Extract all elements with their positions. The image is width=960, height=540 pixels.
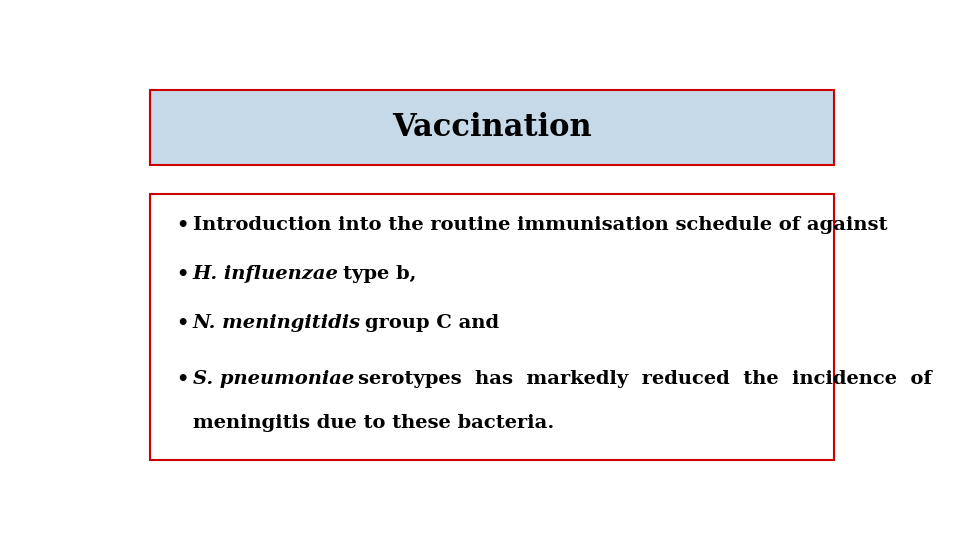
Text: Introduction into the routine immunisation schedule of against: Introduction into the routine immunisati… <box>193 216 887 234</box>
Text: •: • <box>176 216 188 234</box>
Text: •: • <box>176 265 188 282</box>
Text: meningitis due to these bacteria.: meningitis due to these bacteria. <box>193 414 554 432</box>
Text: H. influenzae: H. influenzae <box>193 265 339 282</box>
Text: S. pneumoniae: S. pneumoniae <box>193 370 354 388</box>
Text: N. meningitidis: N. meningitidis <box>193 314 361 333</box>
FancyBboxPatch shape <box>150 90 834 165</box>
Text: type b,: type b, <box>343 265 416 282</box>
Text: Vaccination: Vaccination <box>392 112 592 143</box>
Text: serotypes  has  markedly  reduced  the  incidence  of: serotypes has markedly reduced the incid… <box>358 370 931 388</box>
Text: •: • <box>176 370 188 388</box>
Text: •: • <box>176 314 188 333</box>
Text: group C and: group C and <box>365 314 499 333</box>
FancyBboxPatch shape <box>150 194 834 460</box>
